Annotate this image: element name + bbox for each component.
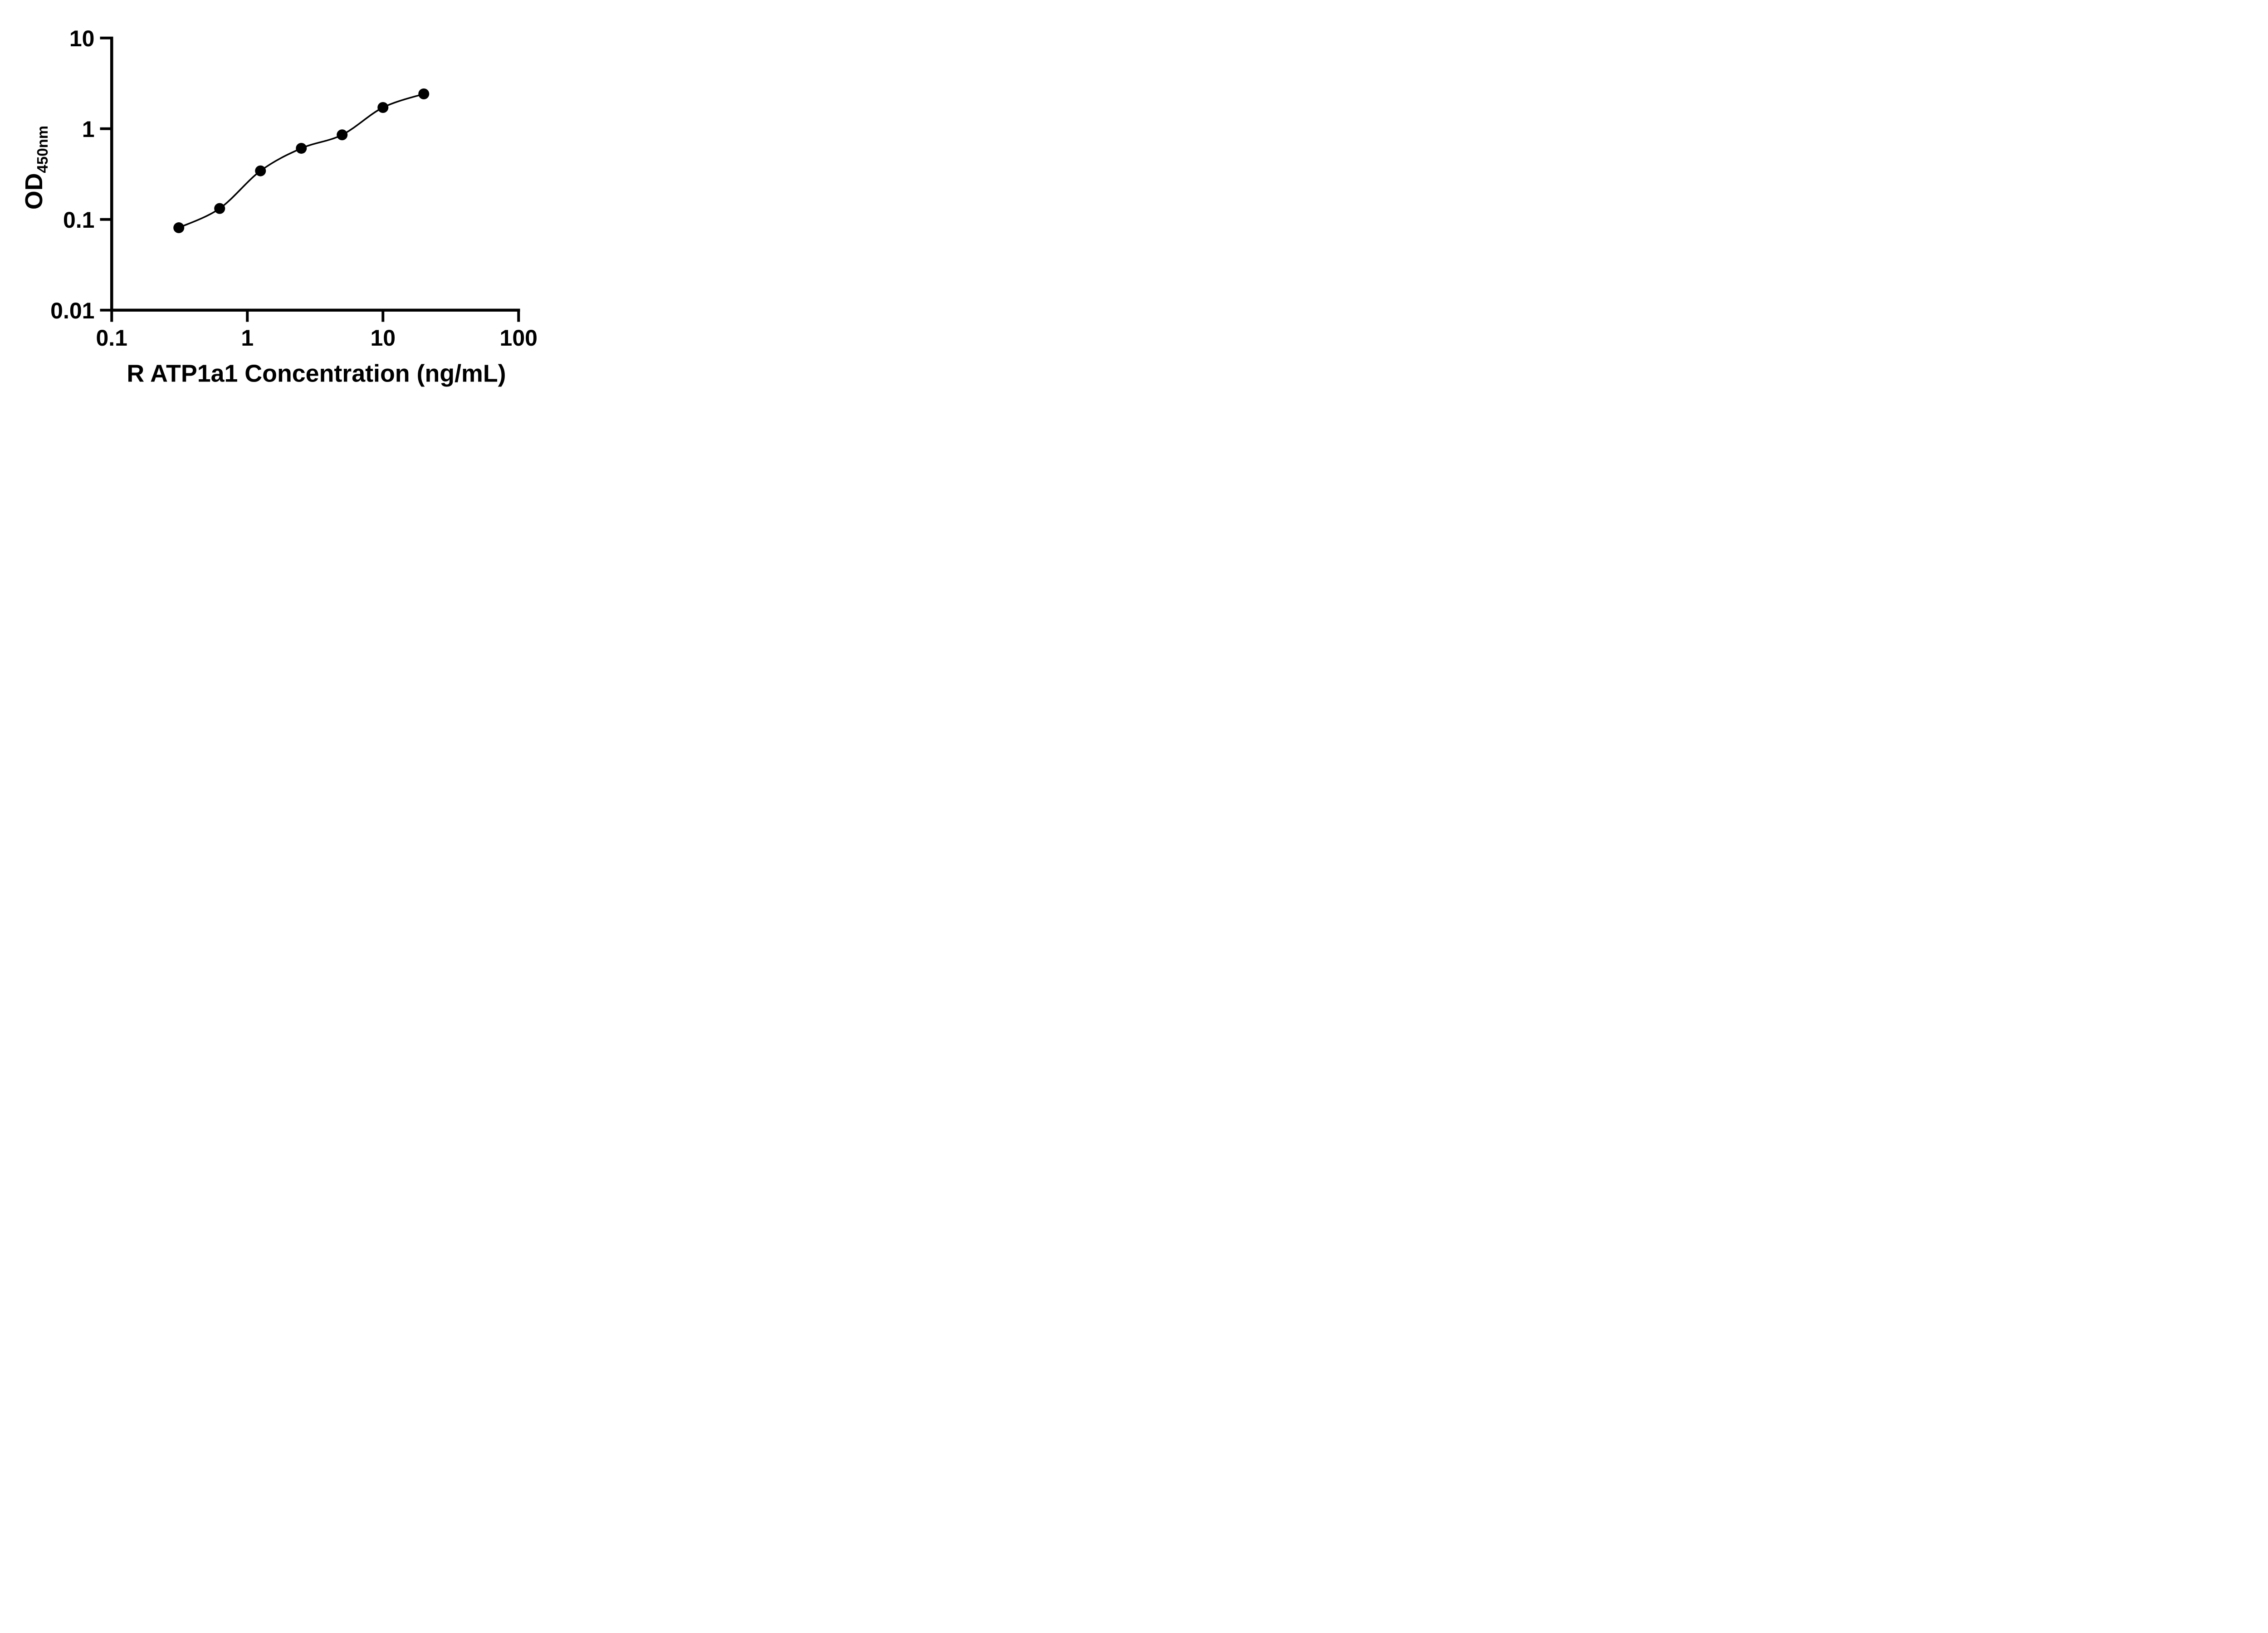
- data-point: [377, 102, 389, 113]
- y-tick-label: 1: [82, 117, 95, 142]
- x-tick-layer: 0.1 1 10 100: [96, 312, 538, 351]
- data-point: [296, 142, 307, 154]
- x-tick-label: 100: [500, 325, 538, 351]
- y-axis-title: OD450nm: [20, 126, 51, 210]
- data-point: [255, 165, 266, 176]
- y-axis-title-main: OD: [20, 173, 48, 210]
- data-point: [173, 222, 185, 234]
- data-point: [337, 129, 348, 141]
- y-tick-label: 0.01: [50, 298, 94, 323]
- data-point: [418, 88, 430, 99]
- x-tick-label: 0.1: [96, 325, 127, 351]
- x-tick-label: 10: [370, 325, 396, 351]
- y-axis-title-subscript: 450nm: [34, 126, 51, 173]
- elisa-standard-curve-figure: 0.1 1 10 100 10 1 0.1 0.01 R ATP1a1 Concentrat…: [0, 0, 583, 408]
- data-point: [214, 203, 225, 214]
- axes-layer: [110, 36, 520, 312]
- y-tick-layer: 10 1 0.1 0.01: [50, 26, 110, 323]
- y-tick-label: 0.1: [63, 207, 95, 233]
- x-axis-title: R ATP1a1 Concentration (ng/mL): [127, 360, 506, 387]
- x-tick-label: 1: [241, 325, 254, 351]
- data-point-layer: [173, 88, 430, 234]
- y-tick-label: 10: [69, 26, 95, 51]
